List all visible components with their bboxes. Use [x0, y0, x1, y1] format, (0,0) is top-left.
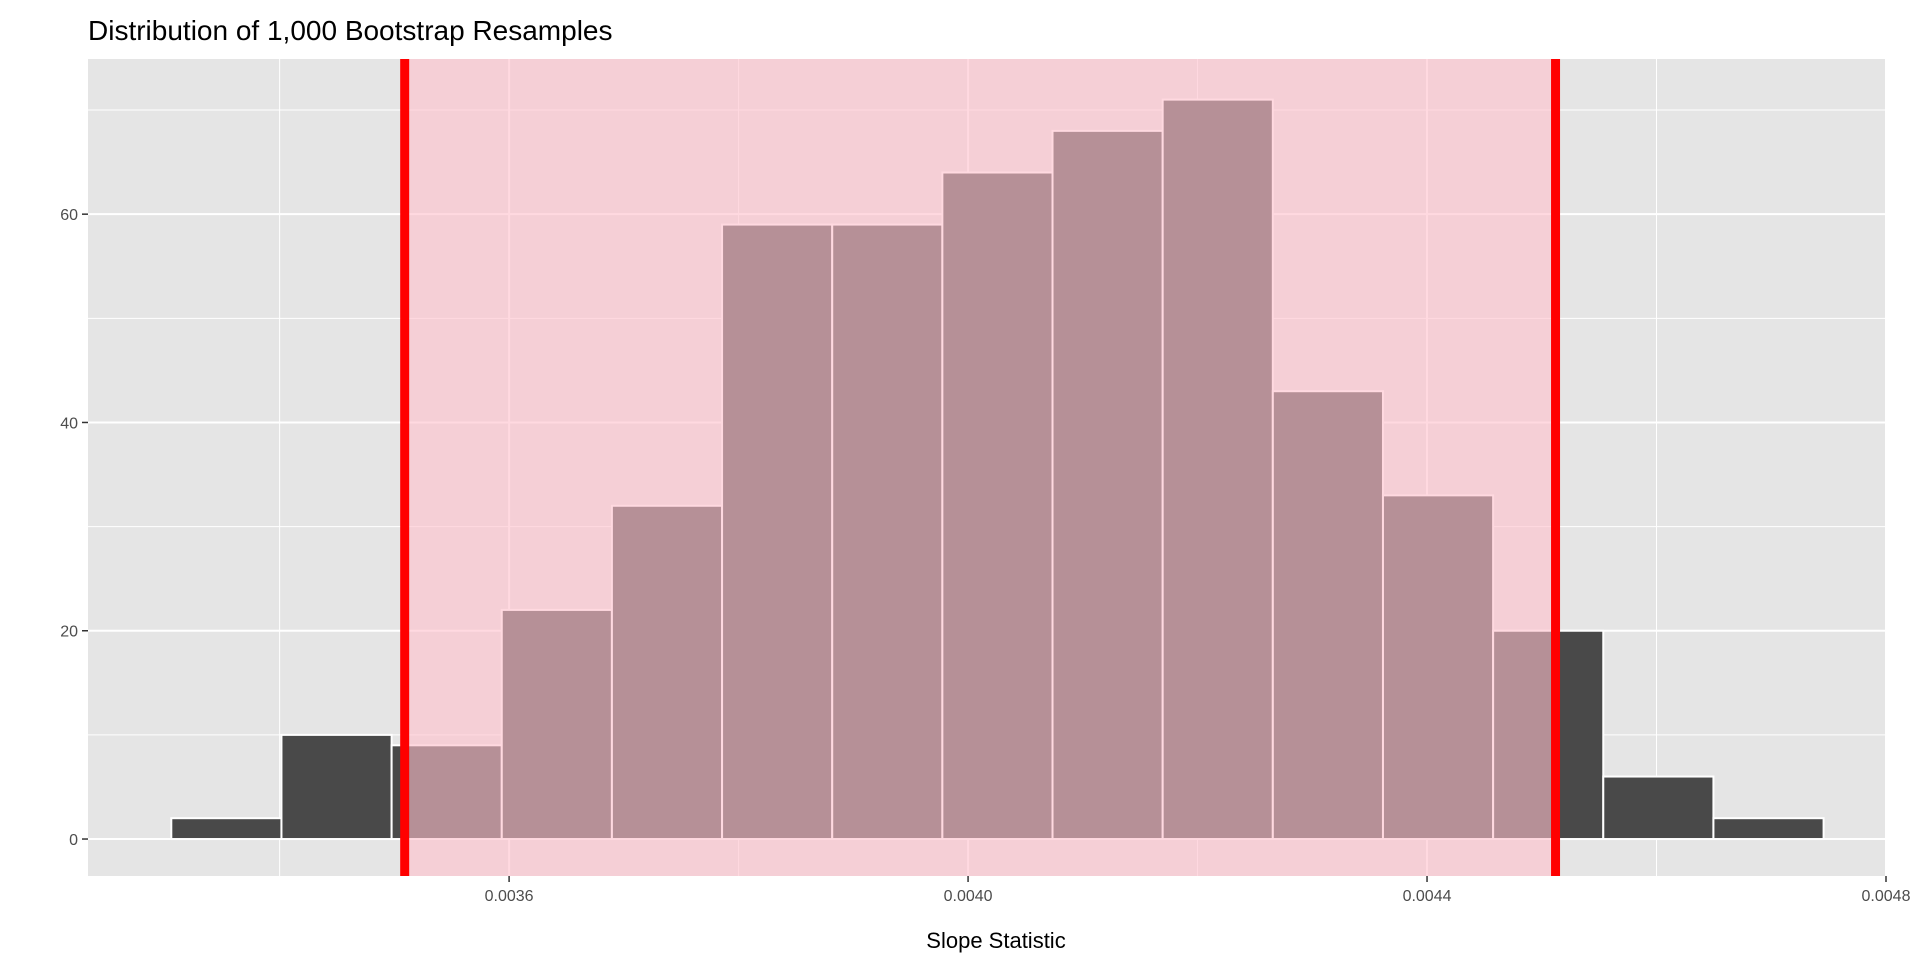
- y-tick-label: 40: [60, 415, 78, 432]
- histogram-bar: [1602, 775, 1715, 841]
- chart-title: Distribution of 1,000 Bootstrap Resample…: [88, 15, 613, 46]
- x-tick-label: 0.0048: [1862, 888, 1911, 905]
- y-tick-label: 60: [60, 207, 78, 224]
- x-tick-label: 0.0040: [944, 888, 993, 905]
- axes: 0.0036 0.0040 0.0044 0.0048 0 20 40 60: [60, 207, 1910, 905]
- x-tick-label: 0.0044: [1403, 888, 1452, 905]
- x-axis-label: Slope Statistic: [926, 928, 1065, 953]
- histogram-bar: [1712, 817, 1825, 841]
- y-tick-label: 20: [60, 624, 78, 641]
- histogram-bar: [280, 733, 393, 841]
- confidence-interval-lines: [400, 59, 1561, 876]
- y-tick-label: 0: [69, 832, 78, 849]
- histogram-bar: [170, 817, 283, 841]
- confidence-interval-shade: [404, 59, 1556, 876]
- x-tick-label: 0.0036: [485, 888, 534, 905]
